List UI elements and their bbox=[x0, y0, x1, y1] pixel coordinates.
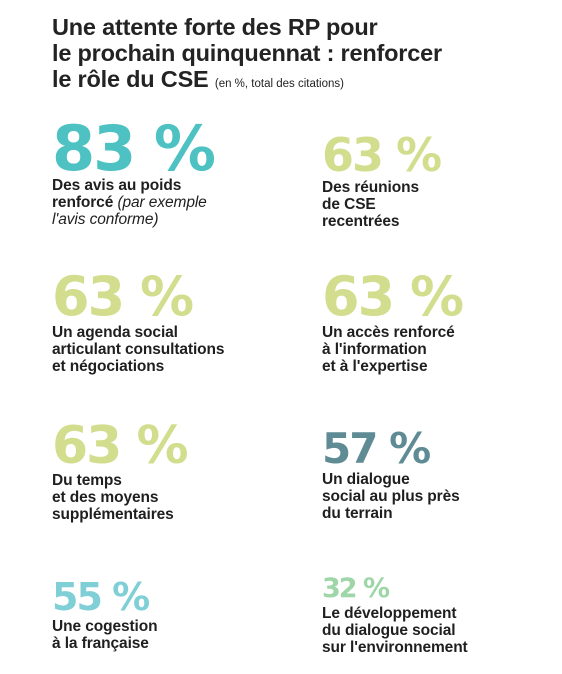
title-unit-note: (en %, total des citations) bbox=[214, 78, 344, 90]
stat-block-environnement: 32 % Le développement du dialogue social… bbox=[322, 575, 552, 656]
stat-value: 63 % bbox=[322, 128, 442, 182]
stat-description: Un agenda social articulant consultation… bbox=[52, 324, 225, 375]
stat-description: Du temps et des moyens supplémentaires bbox=[52, 472, 174, 523]
stat-block-agenda: 63 % Un agenda social articulant consult… bbox=[52, 265, 302, 376]
stat-block-reunions: 63 % Des réunions de CSE recentrées bbox=[322, 132, 542, 230]
stat-description: Le développement du dialogue social sur … bbox=[322, 605, 468, 656]
stat-value: 63 % bbox=[52, 416, 189, 476]
stat-description-example: (par exemple l'avis conforme) bbox=[52, 194, 207, 228]
stat-description: Une cogestion à la française bbox=[52, 618, 158, 652]
title-line-2: le prochain quinquennat : renforcer bbox=[52, 40, 442, 66]
stat-description-main: Des avis au poids renforcé bbox=[52, 177, 182, 211]
stat-block-temps: 63 % Du temps et des moyens supplémentai… bbox=[52, 420, 292, 523]
stat-block-acces: 63 % Un accès renforcé à l'information e… bbox=[322, 265, 542, 376]
page-title: Une attente forte des RP pour le prochai… bbox=[52, 14, 522, 97]
stat-block-dialogue-terrain: 57 % Un dialogue social au plus près du … bbox=[322, 424, 542, 523]
title-line-3: le rôle du CSE bbox=[52, 66, 209, 92]
stat-description: Des réunions de CSE recentrées bbox=[322, 179, 419, 230]
stat-value: 63 % bbox=[52, 265, 194, 328]
stat-value: 83 % bbox=[52, 112, 216, 185]
stat-value: 32 % bbox=[322, 573, 390, 604]
stat-value: 57 % bbox=[322, 424, 431, 473]
stat-value: 55 % bbox=[52, 575, 150, 619]
title-line-1: Une attente forte des RP pour bbox=[52, 14, 378, 40]
stat-description: Un accès renforcé à l'information et à l… bbox=[322, 324, 455, 375]
stat-description: Un dialogue social au plus près du terra… bbox=[322, 471, 460, 522]
stat-description: Des avis au poids renforcé (par exemple … bbox=[52, 177, 282, 228]
stat-block-cogestion: 55 % Une cogestion à la française bbox=[52, 578, 292, 652]
stat-block-avis: 83 % Des avis au poids renforcé (par exe… bbox=[52, 112, 282, 229]
stat-value: 63 % bbox=[322, 265, 464, 328]
